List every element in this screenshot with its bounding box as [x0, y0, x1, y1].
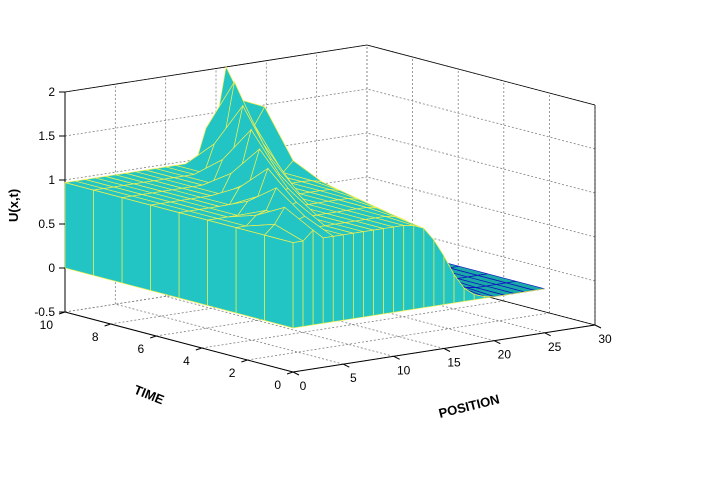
surface-skirt — [150, 204, 180, 299]
grid-line — [201, 300, 504, 349]
surface-skirt — [363, 229, 374, 318]
x-tick — [292, 371, 300, 376]
surface-skirt — [423, 227, 435, 309]
box-edge — [64, 44, 368, 93]
surface-skirt — [342, 232, 354, 321]
y-tick — [195, 347, 202, 351]
surface-skirt — [178, 212, 208, 306]
z-tick-label: 1.5 — [38, 129, 55, 143]
surface-skirt — [322, 235, 334, 324]
surface-skirt — [93, 189, 123, 284]
x-tick — [393, 355, 400, 360]
z-tick-label: 1 — [48, 173, 55, 187]
surface-skirt — [312, 229, 324, 326]
y-tick — [104, 323, 111, 327]
surface-skirt — [353, 231, 364, 320]
y-tick-label: 10 — [40, 318, 54, 332]
y-tick — [241, 359, 248, 363]
z-tick-label: 2 — [48, 85, 55, 99]
y-tick-label: 0 — [274, 378, 281, 392]
y-tick — [150, 335, 157, 339]
surface-skirt — [483, 296, 495, 299]
grid-line — [165, 295, 394, 357]
y-tick-label: 6 — [138, 342, 145, 356]
y-tick-label: 2 — [229, 366, 236, 380]
surface-skirt — [207, 219, 237, 314]
z-tick-label: -0.5 — [34, 305, 55, 319]
x-tick-label: 0 — [300, 379, 307, 393]
x-tick-label: 5 — [350, 371, 357, 385]
x-tick-label: 10 — [397, 363, 411, 377]
y-axis-line — [64, 311, 294, 373]
z-axis-label: U(x,t) — [6, 189, 21, 222]
surface-skirt — [403, 225, 415, 312]
surface-skirt — [121, 197, 151, 291]
grid-line — [115, 303, 344, 365]
surface — [64, 65, 545, 329]
x-axis-label: POSITION — [437, 391, 501, 421]
surface-skirt — [302, 229, 314, 327]
box-edge — [366, 44, 596, 106]
y-tick-label: 4 — [183, 354, 190, 368]
x-tick-label: 25 — [548, 340, 562, 354]
x-tick — [443, 348, 451, 352]
x-tick-label: 15 — [447, 356, 461, 370]
surface-skirt — [292, 240, 304, 329]
x-tick — [494, 340, 501, 345]
surface-skirt — [433, 238, 445, 307]
x-tick — [594, 324, 602, 329]
surface-skirt — [332, 234, 344, 323]
surface-skirt — [393, 224, 405, 313]
surface-skirt — [383, 226, 395, 315]
x-tick-label: 30 — [598, 332, 612, 346]
grid-line — [366, 176, 596, 238]
surface-skirt — [235, 227, 265, 321]
grid-line — [366, 88, 596, 150]
y-axis-label: TIME — [132, 382, 167, 408]
grid-line — [366, 132, 596, 194]
x-tick — [544, 332, 551, 337]
surface-skirt — [64, 182, 94, 276]
x-tick-label: 20 — [498, 348, 512, 362]
z-tick-label: 0 — [48, 261, 55, 275]
surface-skirt — [413, 225, 425, 310]
z-tick-label: 0.5 — [38, 217, 55, 231]
y-tick-label: 8 — [92, 330, 99, 344]
y-tick — [286, 371, 294, 375]
surface-skirt — [264, 234, 294, 329]
x-tick — [343, 363, 350, 368]
grid-line — [247, 312, 550, 361]
surface-skirt — [534, 288, 545, 291]
surface-skirt — [373, 228, 384, 316]
